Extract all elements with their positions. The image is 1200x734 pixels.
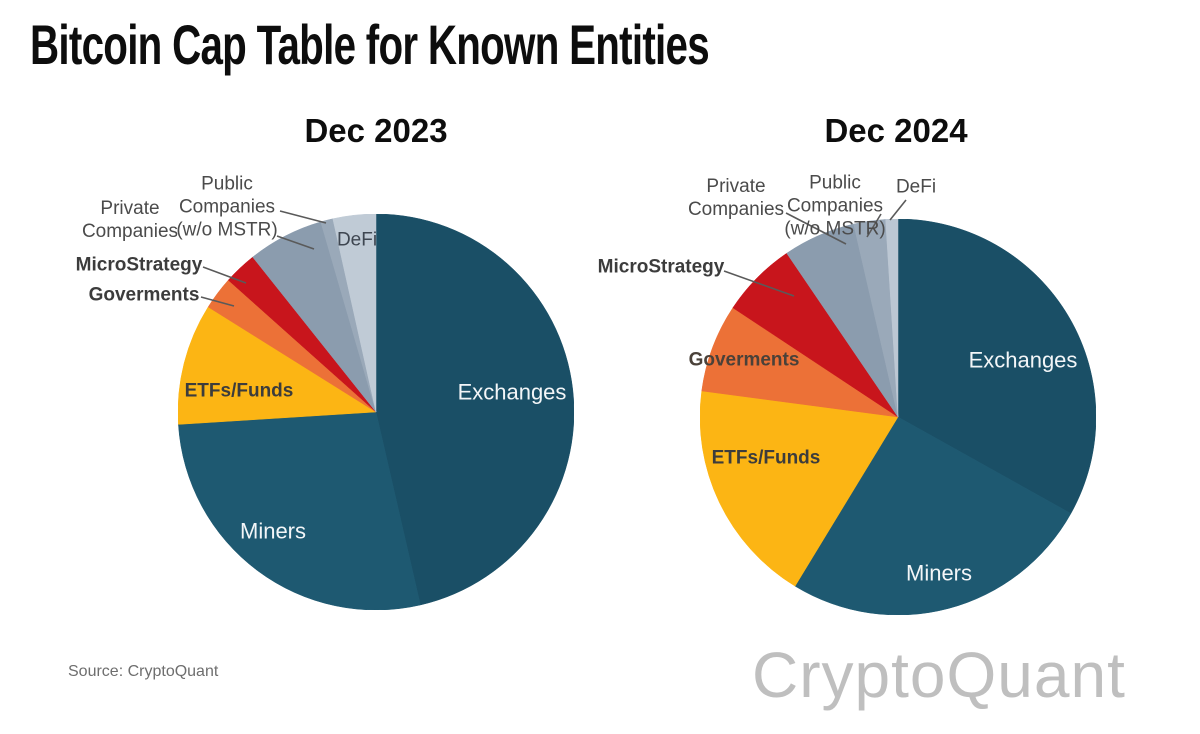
- pie-slice-etfs-funds: [178, 306, 377, 425]
- label-2023-goverments: Goverments: [88, 284, 200, 306]
- label-2024-defi: DeFi: [895, 176, 937, 198]
- label-2023-private-companies: Private Companies: [81, 198, 179, 242]
- label-2024-exchanges: Exchanges: [968, 347, 1078, 373]
- page-title: Bitcoin Cap Table for Known Entities: [30, 13, 710, 76]
- label-2023-public-companies: Public Companies (w/o MSTR): [176, 173, 278, 241]
- label-2024-miners: Miners: [905, 560, 973, 586]
- label-2024-etfs-funds: ETFs/Funds: [711, 447, 821, 469]
- label-2023-microstrategy: MicroStrategy: [75, 254, 203, 276]
- pie-chart-dec-2023: [178, 214, 574, 610]
- pie-title-dec-2023: Dec 2023: [304, 112, 448, 149]
- pie-slice-miners: [794, 416, 1072, 615]
- pie-slice-etfs-funds: [700, 390, 899, 587]
- label-2023-etfs-funds: ETFs/Funds: [184, 380, 294, 402]
- label-2024-private-companies: Private Companies: [687, 176, 785, 220]
- label-2023-miners: Miners: [239, 518, 307, 544]
- pie-slice-exchanges: [375, 214, 574, 606]
- pie-chart-dec-2024: [700, 219, 1096, 615]
- leader-line-2024-defi: [889, 199, 907, 221]
- label-2023-exchanges: Exchanges: [457, 379, 567, 405]
- label-2024-microstrategy: MicroStrategy: [597, 256, 725, 278]
- label-2024-public-companies: Public Companies (w/o MSTR): [784, 172, 886, 240]
- pie-title-dec-2024: Dec 2024: [824, 112, 968, 149]
- pie-slice-miners: [178, 411, 421, 610]
- pie-slice-exchanges: [897, 219, 1096, 514]
- cryptoquant-watermark: CryptoQuant: [752, 639, 1126, 711]
- source-note: Source: CryptoQuant: [68, 663, 219, 680]
- label-2024-goverments: Goverments: [688, 349, 800, 371]
- label-2023-defi: DeFi: [336, 229, 378, 251]
- pie-slice-defi: [332, 214, 377, 413]
